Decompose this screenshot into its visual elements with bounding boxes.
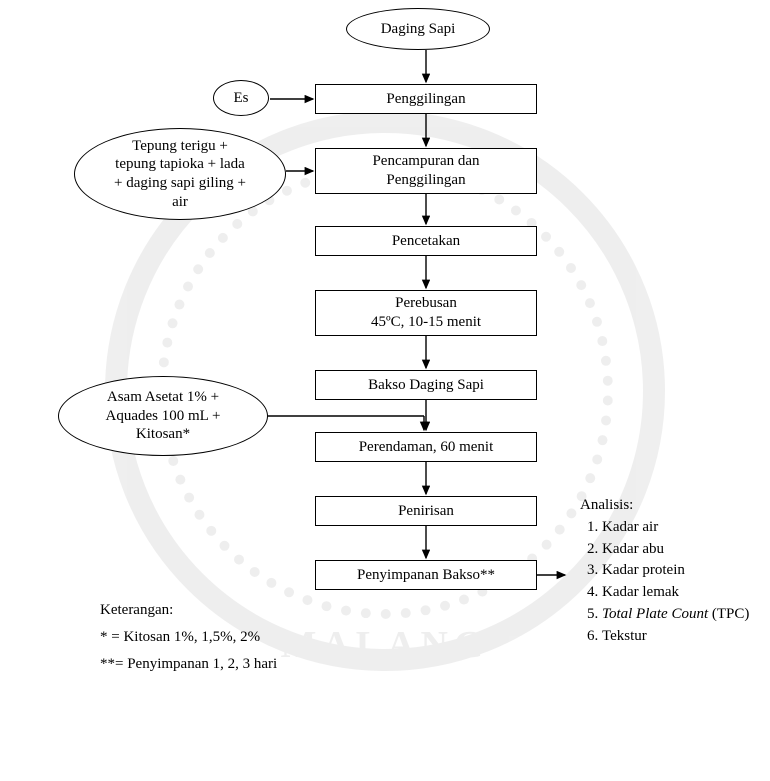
node-soak: Asam Asetat 1% +Aquades 100 mL +Kitosan* [58, 376, 268, 456]
node-start: Daging Sapi [346, 8, 490, 50]
analysis-title: Analisis: [580, 495, 768, 517]
node-label-p4: Perebusan45ºC, 10-15 menit [371, 294, 481, 332]
node-label-p5: Bakso Daging Sapi [368, 376, 484, 395]
node-p5: Bakso Daging Sapi [315, 370, 537, 400]
node-label-soak: Asam Asetat 1% +Aquades 100 mL +Kitosan* [106, 388, 221, 444]
node-ing: Tepung terigu +tepung tapioka + lada+ da… [74, 128, 286, 220]
flowchart-stage: Daging Sapi Penggilingan Es Pencampuran dan… [0, 0, 770, 781]
analysis-item-5: Total Plate Count (TPC) [602, 604, 768, 626]
analysis-item-4: Kadar lemak [602, 582, 768, 604]
analysis-item-6: Tekstur [602, 626, 768, 648]
legend-asterisk-2: ** [100, 656, 115, 672]
legend-heading: Keterangan: [100, 602, 277, 619]
analysis-list: Analisis: Kadar airKadar abuKadar protei… [570, 493, 768, 647]
node-label-es: Es [234, 89, 249, 108]
node-p7: Penirisan [315, 496, 537, 526]
node-label-ing: Tepung terigu +tepung tapioka + lada+ da… [114, 137, 246, 212]
node-p2: Pencampuran danPenggilingan [315, 148, 537, 194]
node-p6: Perendaman, 60 menit [315, 432, 537, 462]
node-p3: Pencetakan [315, 226, 537, 256]
node-label-p8: Penyimpanan Bakso** [357, 566, 495, 585]
node-p4: Perebusan45ºC, 10-15 menit [315, 290, 537, 336]
analysis-item-3: Kadar protein [602, 560, 768, 582]
node-p1: Penggilingan [315, 84, 537, 114]
legend-line2-text: = Penyimpanan 1, 2, 3 hari [115, 656, 277, 672]
node-label-p7: Penirisan [398, 502, 454, 521]
legend-line1-text: = Kitosan 1%, 1,5%, 2% [108, 629, 261, 645]
legend-asterisk-1: * [100, 629, 108, 645]
analysis-item-1: Kadar air [602, 517, 768, 539]
analysis-item-2: Kadar abu [602, 539, 768, 561]
node-label-start: Daging Sapi [381, 20, 456, 39]
node-label-p3: Pencetakan [392, 232, 460, 251]
node-label-p2: Pencampuran danPenggilingan [372, 152, 479, 190]
node-p8: Penyimpanan Bakso** [315, 560, 537, 590]
legend-block: Keterangan: * = Kitosan 1%, 1,5%, 2% **=… [100, 602, 277, 673]
node-es: Es [213, 80, 269, 116]
node-label-p1: Penggilingan [386, 90, 465, 109]
node-label-p6: Perendaman, 60 menit [359, 438, 494, 457]
